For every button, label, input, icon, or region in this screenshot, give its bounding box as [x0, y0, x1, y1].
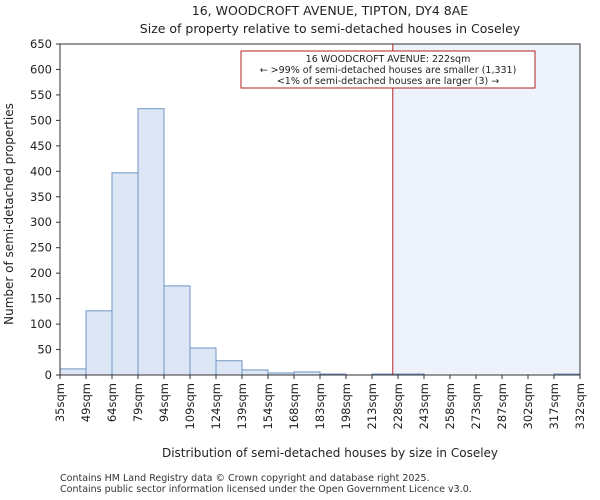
x-tick-label-302sqm: 302sqm	[521, 383, 535, 429]
annotation-frame	[240, 50, 536, 89]
footer-line-1: Contains HM Land Registry data © Crown c…	[60, 473, 430, 484]
x-tick-label-109sqm: 109sqm	[183, 383, 197, 429]
x-tick-label-332sqm: 332sqm	[573, 383, 587, 429]
y-tick-label-50: 50	[37, 343, 52, 357]
y-tick-label-400: 400	[30, 164, 52, 178]
x-tick-label-168sqm: 168sqm	[287, 383, 301, 429]
bars-group	[59, 108, 581, 376]
annotation-line-1: 16 WOODCROFT AVENUE: 222sqm	[306, 54, 471, 65]
y-axis-ticks: 0 50 100 150 200 250 300 350 400 450 500 550 600 650	[30, 37, 60, 382]
y-tick-label-450: 450	[30, 139, 52, 153]
larger-region-shade	[392, 44, 580, 375]
annotation-box: 16 WOODCROFT AVENUE: 222sqm ← >99% of se…	[240, 50, 536, 89]
x-tick-label-49sqm: 49sqm	[79, 383, 93, 422]
x-tick-label-183sqm: 183sqm	[313, 383, 327, 429]
chart-title: 16, WOODCROFT AVENUE, TIPTON, DY4 8AE	[192, 3, 469, 18]
bar-109sqm	[189, 347, 217, 376]
y-axis-label: Number of semi-detached properties	[2, 103, 16, 325]
x-tick-label-198sqm: 198sqm	[339, 383, 353, 429]
x-tick-label-124sqm: 124sqm	[209, 383, 223, 429]
x-axis-ticks: 35sqm 49sqm 64sqm 79sqm 94sqm 109sqm 124sqm 139…	[53, 375, 587, 429]
x-tick-label-228sqm: 228sqm	[391, 383, 405, 429]
x-tick-label-35sqm: 35sqm	[53, 383, 67, 422]
x-tick-label-273sqm: 273sqm	[469, 383, 483, 429]
chart-subtitle: Size of property relative to semi-detach…	[140, 21, 521, 36]
bar-49sqm	[85, 310, 113, 376]
bar-35sqm	[59, 368, 87, 376]
y-tick-label-350: 350	[30, 190, 52, 204]
bar-124sqm	[215, 360, 243, 376]
y-tick-label-550: 550	[30, 88, 52, 102]
y-tick-label-200: 200	[30, 266, 52, 280]
x-tick-label-317sqm: 317sqm	[547, 383, 561, 429]
x-tick-label-94sqm: 94sqm	[157, 383, 171, 422]
bar-139sqm	[241, 369, 269, 376]
y-tick-label-250: 250	[30, 241, 52, 255]
y-tick-label-300: 300	[30, 215, 52, 229]
y-tick-label-0: 0	[45, 368, 52, 382]
bar-94sqm	[163, 285, 191, 376]
x-tick-label-154sqm: 154sqm	[261, 383, 275, 429]
histogram-chart: 16, WOODCROFT AVENUE, TIPTON, DY4 8AE Si…	[2, 3, 587, 460]
annotation-line-2: ← >99% of semi-detached houses are small…	[260, 65, 517, 76]
x-tick-label-139sqm: 139sqm	[235, 383, 249, 429]
x-tick-label-213sqm: 213sqm	[365, 383, 379, 429]
x-tick-label-79sqm: 79sqm	[131, 383, 145, 422]
y-tick-label-100: 100	[30, 317, 52, 331]
footer-line-2: Contains public sector information licen…	[60, 484, 472, 495]
bar-64sqm	[111, 172, 139, 376]
annotation-line-3: <1% of semi-detached houses are larger (…	[277, 76, 499, 87]
y-tick-label-600: 600	[30, 62, 52, 76]
x-tick-label-64sqm: 64sqm	[105, 383, 119, 422]
bar-79sqm	[137, 108, 165, 376]
x-tick-label-258sqm: 258sqm	[443, 383, 457, 429]
x-tick-label-243sqm: 243sqm	[417, 383, 431, 429]
x-axis-label: Distribution of semi-detached houses by …	[162, 446, 498, 460]
y-tick-label-650: 650	[30, 37, 52, 51]
x-tick-label-287sqm: 287sqm	[495, 383, 509, 429]
y-tick-label-500: 500	[30, 113, 52, 127]
y-tick-label-150: 150	[30, 292, 52, 306]
